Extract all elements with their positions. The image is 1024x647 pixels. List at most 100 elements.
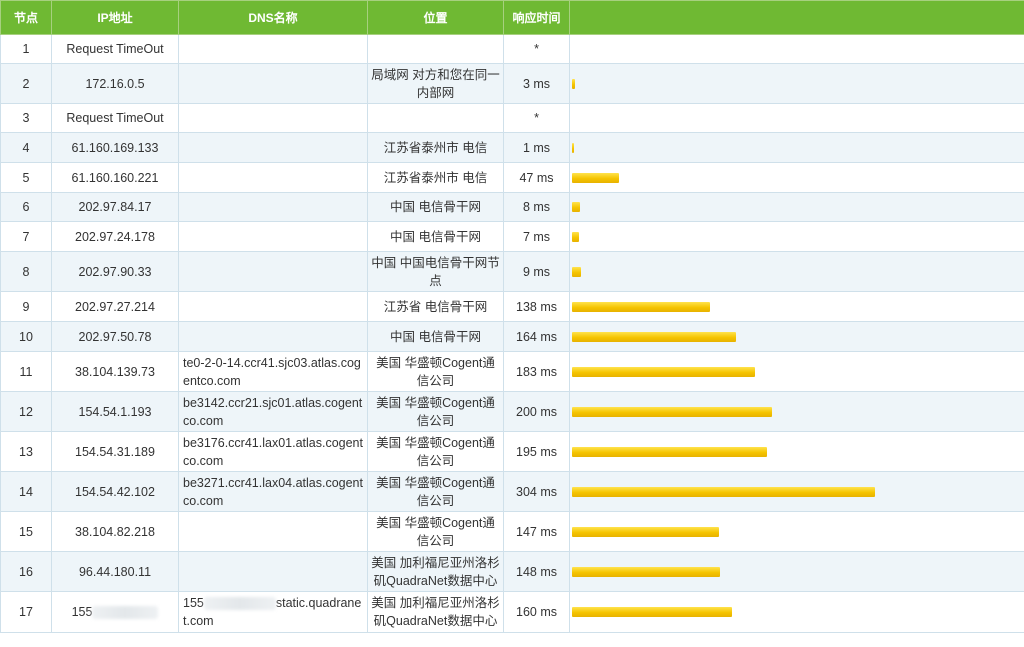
table-row: 2 172.16.0.5 局域网 对方和您在同一内部网 3 ms <box>0 63 1024 104</box>
node-cell: 10 <box>0 321 52 352</box>
ip-cell: 202.97.90.33 <box>51 251 179 292</box>
response-time-cell: 9 ms <box>503 251 570 292</box>
response-time-cell: 183 ms <box>503 351 570 392</box>
node-cell: 17 <box>0 591 52 633</box>
header-dns: DNS名称 <box>178 0 368 35</box>
bar-cell <box>569 321 1024 352</box>
location-cell: 中国 电信骨干网 <box>367 321 504 352</box>
node-cell: 1 <box>0 34 52 64</box>
location-cell <box>367 34 504 64</box>
dns-cell <box>178 291 368 322</box>
bar-cell <box>569 391 1024 432</box>
ip-cell: 61.160.160.221 <box>51 162 179 193</box>
dns-cell <box>178 321 368 352</box>
dns-cell <box>178 551 368 592</box>
bar-cell <box>569 471 1024 512</box>
ip-cell: 155 <box>51 591 179 633</box>
table-row: 6 202.97.84.17 中国 电信骨干网 8 ms <box>0 192 1024 222</box>
header-location: 位置 <box>367 0 504 35</box>
header-node: 节点 <box>0 0 52 35</box>
location-cell: 中国 电信骨干网 <box>367 192 504 222</box>
ip-cell: 154.54.42.102 <box>51 471 179 512</box>
header-ip: IP地址 <box>51 0 179 35</box>
table-row: 13 154.54.31.189 be3176.ccr41.lax01.atlas.… <box>0 431 1024 472</box>
node-cell: 3 <box>0 103 52 133</box>
response-time-bar <box>572 366 755 377</box>
location-cell: 局域网 对方和您在同一内部网 <box>367 63 504 104</box>
bar-cell <box>569 103 1024 133</box>
dns-cell <box>178 63 368 104</box>
ip-cell: 154.54.1.193 <box>51 391 179 432</box>
dns-cell <box>178 192 368 222</box>
location-cell: 江苏省泰州市 电信 <box>367 162 504 193</box>
traceroute-table: 节点 IP地址 DNS名称 位置 响应时间 1 Request TimeOut * 2… <box>0 0 1024 633</box>
node-cell: 2 <box>0 63 52 104</box>
response-time-cell: 164 ms <box>503 321 570 352</box>
dns-cell <box>178 103 368 133</box>
response-time-cell: 47 ms <box>503 162 570 193</box>
table-row: 17 155 155 static.quadranet.com 美国 加利福尼亚州洛杉矶… <box>0 591 1024 633</box>
location-cell: 美国 华盛顿Cogent通信公司 <box>367 391 504 432</box>
bar-cell <box>569 251 1024 292</box>
bar-cell <box>569 34 1024 64</box>
response-time-cell: 1 ms <box>503 132 570 163</box>
bar-cell <box>569 221 1024 252</box>
location-cell: 美国 华盛顿Cogent通信公司 <box>367 351 504 392</box>
ip-cell: 202.97.50.78 <box>51 321 179 352</box>
location-cell: 中国 中国电信骨干网节点 <box>367 251 504 292</box>
bar-cell <box>569 511 1024 552</box>
table-row: 14 154.54.42.102 be3271.ccr41.lax04.atlas.… <box>0 471 1024 512</box>
response-time-cell: * <box>503 34 570 64</box>
table-row: 15 38.104.82.218 美国 华盛顿Cogent通信公司 147 ms <box>0 511 1024 552</box>
ip-cell: Request TimeOut <box>51 103 179 133</box>
response-time-cell: 200 ms <box>503 391 570 432</box>
bar-cell <box>569 551 1024 592</box>
header-bar <box>569 0 1024 35</box>
response-time-cell: 8 ms <box>503 192 570 222</box>
table-row: 3 Request TimeOut * <box>0 103 1024 133</box>
node-cell: 16 <box>0 551 52 592</box>
table-row: 12 154.54.1.193 be3142.ccr21.sjc01.atlas.c… <box>0 391 1024 432</box>
location-cell: 美国 华盛顿Cogent通信公司 <box>367 431 504 472</box>
dns-cell: 155 static.quadranet.com <box>178 591 368 633</box>
response-time-bar <box>572 406 772 417</box>
location-cell: 江苏省泰州市 电信 <box>367 132 504 163</box>
node-cell: 6 <box>0 192 52 222</box>
dns-text: static.quadranet.com <box>183 596 362 628</box>
location-cell: 江苏省 电信骨干网 <box>367 291 504 322</box>
node-cell: 9 <box>0 291 52 322</box>
response-time-bar <box>572 301 710 312</box>
response-time-bar <box>572 486 875 497</box>
header-response-time: 响应时间 <box>503 0 570 35</box>
ip-cell: 202.97.84.17 <box>51 192 179 222</box>
dns-cell <box>178 34 368 64</box>
node-cell: 5 <box>0 162 52 193</box>
bar-cell <box>569 351 1024 392</box>
table-row: 7 202.97.24.178 中国 电信骨干网 7 ms <box>0 221 1024 252</box>
bar-cell <box>569 162 1024 193</box>
response-time-cell: 138 ms <box>503 291 570 322</box>
response-time-bar <box>572 566 720 577</box>
response-time-bar <box>572 78 575 89</box>
dns-cell: be3271.ccr41.lax04.atlas.cogentco.com <box>178 471 368 512</box>
response-time-cell: 160 ms <box>503 591 570 633</box>
node-cell: 4 <box>0 132 52 163</box>
response-time-bar <box>572 526 719 537</box>
dns-prefix: 155 <box>183 596 204 610</box>
ip-text: 155 <box>71 605 93 619</box>
node-cell: 13 <box>0 431 52 472</box>
response-time-cell: 3 ms <box>503 63 570 104</box>
node-cell: 14 <box>0 471 52 512</box>
ip-cell: 96.44.180.11 <box>51 551 179 592</box>
node-cell: 12 <box>0 391 52 432</box>
dns-cell <box>178 162 368 193</box>
ip-cell: Request TimeOut <box>51 34 179 64</box>
redaction-blur <box>92 606 159 620</box>
location-cell <box>367 103 504 133</box>
ip-cell: 154.54.31.189 <box>51 431 179 472</box>
dns-cell <box>178 221 368 252</box>
response-time-bar <box>572 172 619 183</box>
response-time-cell: * <box>503 103 570 133</box>
node-cell: 15 <box>0 511 52 552</box>
ip-cell: 202.97.27.214 <box>51 291 179 322</box>
